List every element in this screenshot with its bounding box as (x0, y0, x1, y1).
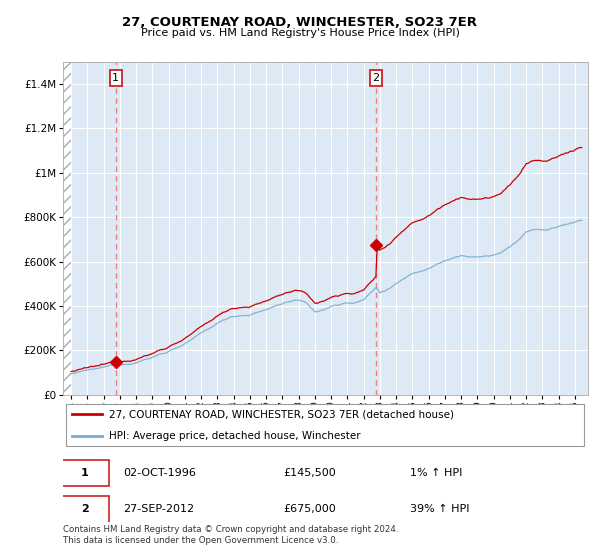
Text: Contains HM Land Registry data © Crown copyright and database right 2024.
This d: Contains HM Land Registry data © Crown c… (63, 525, 398, 545)
Text: Price paid vs. HM Land Registry's House Price Index (HPI): Price paid vs. HM Land Registry's House … (140, 28, 460, 38)
Text: 27-SEP-2012: 27-SEP-2012 (124, 505, 194, 515)
Text: 2: 2 (80, 505, 88, 515)
Text: £145,500: £145,500 (284, 468, 336, 478)
Text: 2: 2 (373, 73, 379, 83)
Text: 1: 1 (112, 73, 119, 83)
Text: 1% ↑ HPI: 1% ↑ HPI (409, 468, 462, 478)
Bar (63, 62, 71, 395)
Text: 1: 1 (80, 468, 88, 478)
Text: 39% ↑ HPI: 39% ↑ HPI (409, 505, 469, 515)
Text: £675,000: £675,000 (284, 505, 336, 515)
FancyBboxPatch shape (61, 496, 109, 522)
Text: 27, COURTENAY ROAD, WINCHESTER, SO23 7ER: 27, COURTENAY ROAD, WINCHESTER, SO23 7ER (122, 16, 478, 29)
Text: HPI: Average price, detached house, Winchester: HPI: Average price, detached house, Winc… (109, 431, 361, 441)
Text: 27, COURTENAY ROAD, WINCHESTER, SO23 7ER (detached house): 27, COURTENAY ROAD, WINCHESTER, SO23 7ER… (109, 409, 454, 419)
Text: 02-OCT-1996: 02-OCT-1996 (124, 468, 196, 478)
FancyBboxPatch shape (61, 460, 109, 486)
FancyBboxPatch shape (65, 404, 584, 446)
